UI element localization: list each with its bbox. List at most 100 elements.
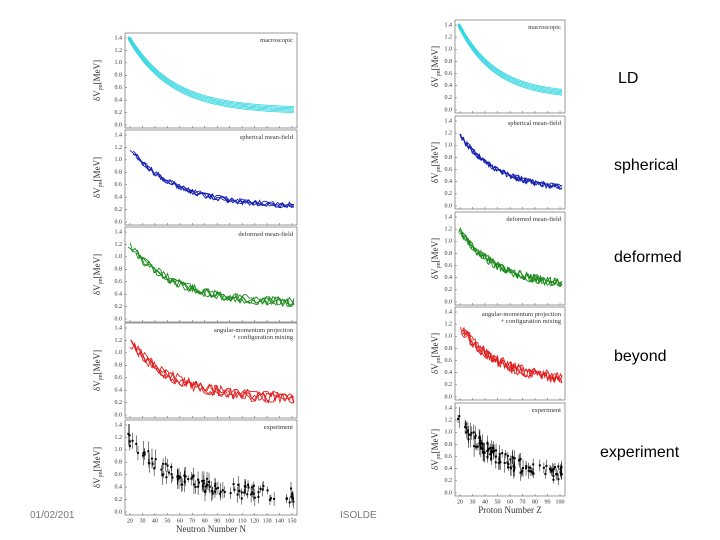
y-tick-label: 1.0 <box>115 60 123 66</box>
y-tick-label: 1.4 <box>115 132 123 138</box>
point <box>489 453 492 456</box>
y-tick-label: 1.4 <box>115 422 123 428</box>
y-tick-label: 0.4 <box>115 195 123 201</box>
y-axis-label: δVpn[MeV] <box>430 429 442 470</box>
curve <box>460 133 563 189</box>
y-tick-label: 0.2 <box>115 304 123 310</box>
x-tick-label: 100 <box>556 499 565 505</box>
point <box>482 451 485 454</box>
panel-label: experiment <box>264 424 293 431</box>
point <box>232 483 235 486</box>
y-tick-label: 0.2 <box>445 95 453 101</box>
curve <box>127 36 295 111</box>
point <box>465 426 468 429</box>
point <box>486 442 489 445</box>
y-axis-label: δVpn[MeV] <box>92 60 104 101</box>
slide-label: spherical <box>614 157 678 174</box>
y-tick-label: 1.4 <box>445 214 453 220</box>
y-tick-label: 1.2 <box>115 48 123 54</box>
y-tick-label: 1.2 <box>445 322 453 328</box>
y-axis-label: δVpn[MeV] <box>92 350 104 391</box>
y-tick-label: 0.2 <box>115 497 123 503</box>
y-tick-label: 0.8 <box>445 442 453 448</box>
point <box>510 467 513 470</box>
point <box>486 455 489 458</box>
y-tick-label: 0.2 <box>445 191 453 197</box>
point <box>201 485 204 488</box>
y-tick-label: 1.0 <box>115 350 123 356</box>
point <box>127 432 130 435</box>
point <box>494 461 497 464</box>
y-tick-label: 0.2 <box>115 400 123 406</box>
panel-frame <box>124 226 298 323</box>
point <box>141 454 144 457</box>
x-tick-label: 60 <box>507 499 513 505</box>
point <box>509 466 512 469</box>
point <box>252 484 255 487</box>
point <box>150 457 153 460</box>
point <box>246 493 249 496</box>
slide-label: beyond <box>614 348 667 365</box>
y-tick-label: 0.4 <box>445 275 453 281</box>
y-tick-label: 1.0 <box>445 334 453 340</box>
point <box>475 445 478 448</box>
y-axis-label: δVpn[MeV] <box>430 238 442 279</box>
y-tick-label: 0.0 <box>115 509 123 515</box>
y-tick-label: 0.2 <box>445 478 453 484</box>
y-label-main: δV <box>430 459 440 470</box>
point <box>476 445 479 448</box>
point <box>251 486 254 489</box>
point <box>148 461 151 464</box>
point <box>243 491 246 494</box>
point <box>466 429 469 432</box>
point <box>532 472 535 475</box>
y-tick-label: 0.8 <box>115 460 123 466</box>
point <box>292 500 295 503</box>
y-label-sub: pn <box>436 166 442 172</box>
y-tick-label: 1.0 <box>115 447 123 453</box>
point <box>542 466 545 469</box>
panel-label: deformed mean-field <box>506 216 561 223</box>
y-tick-label: 1.4 <box>445 22 453 28</box>
panel-label: angular-momentum projection <box>482 311 562 318</box>
y-tick-label: 0.0 <box>445 203 453 209</box>
x-tick-label: 150 <box>288 518 297 524</box>
panel-label: spherical mean-field <box>240 134 294 141</box>
curve <box>458 23 563 90</box>
point <box>492 447 495 450</box>
y-tick-label: 0.0 <box>445 490 453 496</box>
y-label-main: δV <box>92 380 102 391</box>
point <box>490 451 493 454</box>
y-tick-label: 0.6 <box>445 263 453 269</box>
y-label-sub: pn <box>98 181 104 187</box>
y-tick-label: 0.2 <box>115 207 123 213</box>
y-label-main: δV <box>430 363 440 374</box>
point <box>550 470 553 473</box>
curve <box>135 252 295 307</box>
y-label-sub: pn <box>98 278 104 284</box>
point <box>204 489 207 492</box>
point <box>552 478 555 481</box>
point <box>154 458 157 461</box>
x-tick-label: 30 <box>470 499 476 505</box>
curve <box>127 36 295 110</box>
point <box>479 439 482 442</box>
point <box>530 470 533 473</box>
y-tick-label: 1.4 <box>445 118 453 124</box>
point <box>179 476 182 479</box>
y-tick-label: 0.2 <box>445 287 453 293</box>
point <box>507 466 510 469</box>
point <box>206 484 209 487</box>
point <box>470 432 473 435</box>
y-tick-label: 1.2 <box>445 131 453 137</box>
x-tick-label: 80 <box>202 518 208 524</box>
point <box>545 465 548 468</box>
point <box>253 496 256 499</box>
point <box>501 452 504 455</box>
y-tick-label: 1.4 <box>115 325 123 331</box>
y-label-unit: [MeV] <box>92 254 102 279</box>
point <box>202 482 205 485</box>
point <box>478 442 481 445</box>
point <box>211 492 214 495</box>
y-tick-label: 0.2 <box>445 382 453 388</box>
